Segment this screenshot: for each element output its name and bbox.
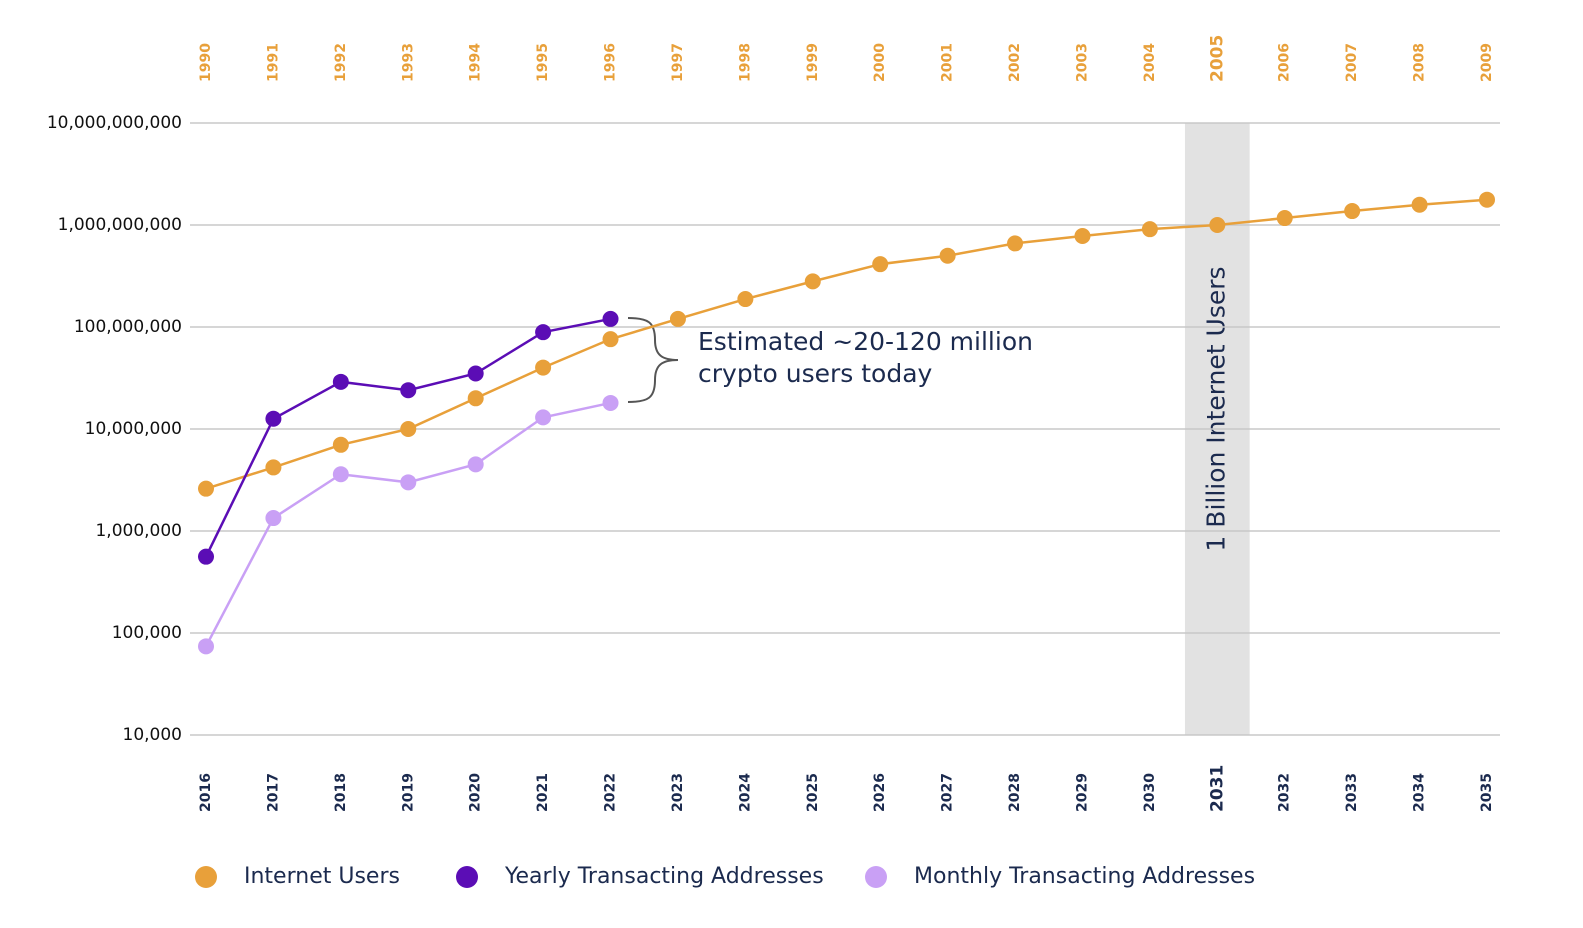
- x-tick-label: 2019: [400, 773, 416, 812]
- data-point: [602, 331, 619, 348]
- data-point: [872, 256, 889, 273]
- legend-label: Yearly Transacting Addresses: [504, 864, 824, 889]
- data-point: [467, 390, 484, 407]
- y-tick-label: 10,000,000: [85, 419, 182, 439]
- x2-tick-label: 2005: [1207, 35, 1227, 82]
- series-line: [204, 401, 611, 647]
- x2-tick-label: 1991: [265, 43, 281, 82]
- x2-tick-label: 1998: [737, 43, 753, 82]
- x2-tick-label: 1990: [198, 43, 214, 82]
- x2-tick-label: 1997: [670, 43, 686, 82]
- highlight-label: 1 Billion Internet Users: [1201, 266, 1230, 551]
- x2-tick-label: 2007: [1344, 43, 1360, 82]
- legend-marker: [456, 866, 478, 888]
- x2-tick-label: 1996: [603, 43, 619, 82]
- x-tick-label: 2027: [940, 773, 956, 812]
- data-point: [467, 365, 484, 382]
- data-point: [400, 382, 417, 399]
- data-point: [265, 510, 282, 527]
- legend-label: Internet Users: [244, 864, 400, 889]
- x2-tick-label: 1992: [333, 43, 349, 82]
- data-point: [467, 456, 484, 473]
- x-tick-label: 2020: [468, 773, 484, 812]
- x2-tick-label: 2001: [940, 43, 956, 82]
- x-tick-label: 2024: [737, 773, 753, 812]
- x-tick-label: 2018: [333, 773, 349, 812]
- data-point: [535, 359, 552, 376]
- x2-tick-label: 2008: [1412, 43, 1428, 82]
- data-point: [198, 638, 214, 655]
- data-point: [400, 421, 417, 437]
- y-tick-label: 100,000: [112, 623, 182, 643]
- annotation: crypto users today: [698, 359, 933, 388]
- annotation: Estimated ~20-120 million: [698, 327, 1033, 356]
- legend-marker: [865, 866, 887, 888]
- x-tick-label: 2034: [1412, 773, 1428, 812]
- y-tick-label: 10,000: [123, 725, 182, 745]
- data-point: [1411, 196, 1428, 213]
- x-tick-label: 2016: [198, 773, 214, 812]
- data-point: [332, 466, 349, 483]
- x2-tick-label: 1999: [805, 43, 821, 82]
- y-tick-label: 1,000,000,000: [58, 215, 182, 235]
- data-point: [602, 394, 619, 411]
- x2-tick-label: 2004: [1142, 43, 1158, 82]
- x-tick-label: 2030: [1142, 773, 1158, 812]
- data-point: [265, 459, 282, 476]
- x-tick-label: 2026: [872, 773, 888, 812]
- x2-tick-label: 2009: [1479, 43, 1495, 82]
- x2-tick-label: 2000: [872, 43, 888, 82]
- data-point: [1344, 203, 1361, 220]
- y-tick-label: 10,000,000,000: [47, 113, 182, 133]
- data-point: [602, 310, 619, 327]
- x2-tick-label: 2003: [1074, 43, 1090, 82]
- x2-tick-label: 2006: [1277, 43, 1293, 82]
- data-point: [939, 247, 956, 264]
- x-tick-label: 2022: [603, 773, 619, 812]
- x2-tick-label: 1994: [468, 43, 484, 82]
- data-point: [198, 548, 214, 565]
- x-tick-label: 2033: [1344, 773, 1360, 812]
- x-tick-label: 2025: [805, 773, 821, 812]
- data-point: [1479, 191, 1495, 208]
- data-point: [535, 324, 552, 341]
- data-point: [265, 410, 282, 427]
- data-point: [198, 480, 214, 497]
- data-point: [1141, 221, 1158, 238]
- x-tick-label: 2017: [265, 773, 281, 812]
- x-tick-label: 2023: [670, 773, 686, 812]
- x2-tick-label: 2002: [1007, 43, 1023, 82]
- data-point: [1074, 228, 1091, 245]
- x-tick-label: 2029: [1074, 773, 1090, 812]
- data-point: [669, 310, 686, 327]
- x-tick-label: 2028: [1007, 773, 1023, 812]
- x-tick-label: 2035: [1479, 773, 1495, 812]
- data-point: [535, 409, 552, 426]
- x-tick-label: 2021: [535, 773, 551, 812]
- y-tick-label: 1,000,000: [95, 521, 182, 541]
- data-point: [1276, 210, 1293, 227]
- data-point: [1209, 217, 1226, 233]
- series-line: [205, 198, 1488, 490]
- data-point: [737, 291, 754, 308]
- data-point: [332, 373, 349, 390]
- y-tick-label: 100,000,000: [74, 317, 182, 337]
- data-point: [804, 273, 821, 290]
- data-point: [400, 474, 417, 491]
- x2-tick-label: 1993: [400, 43, 416, 82]
- x2-tick-label: 1995: [535, 43, 551, 82]
- x-tick-label: 2032: [1277, 773, 1293, 812]
- legend-label: Monthly Transacting Addresses: [914, 864, 1255, 889]
- x-tick-label: 2031: [1207, 765, 1227, 812]
- legend-marker: [195, 866, 217, 888]
- data-point: [1007, 235, 1024, 252]
- data-point: [332, 436, 349, 453]
